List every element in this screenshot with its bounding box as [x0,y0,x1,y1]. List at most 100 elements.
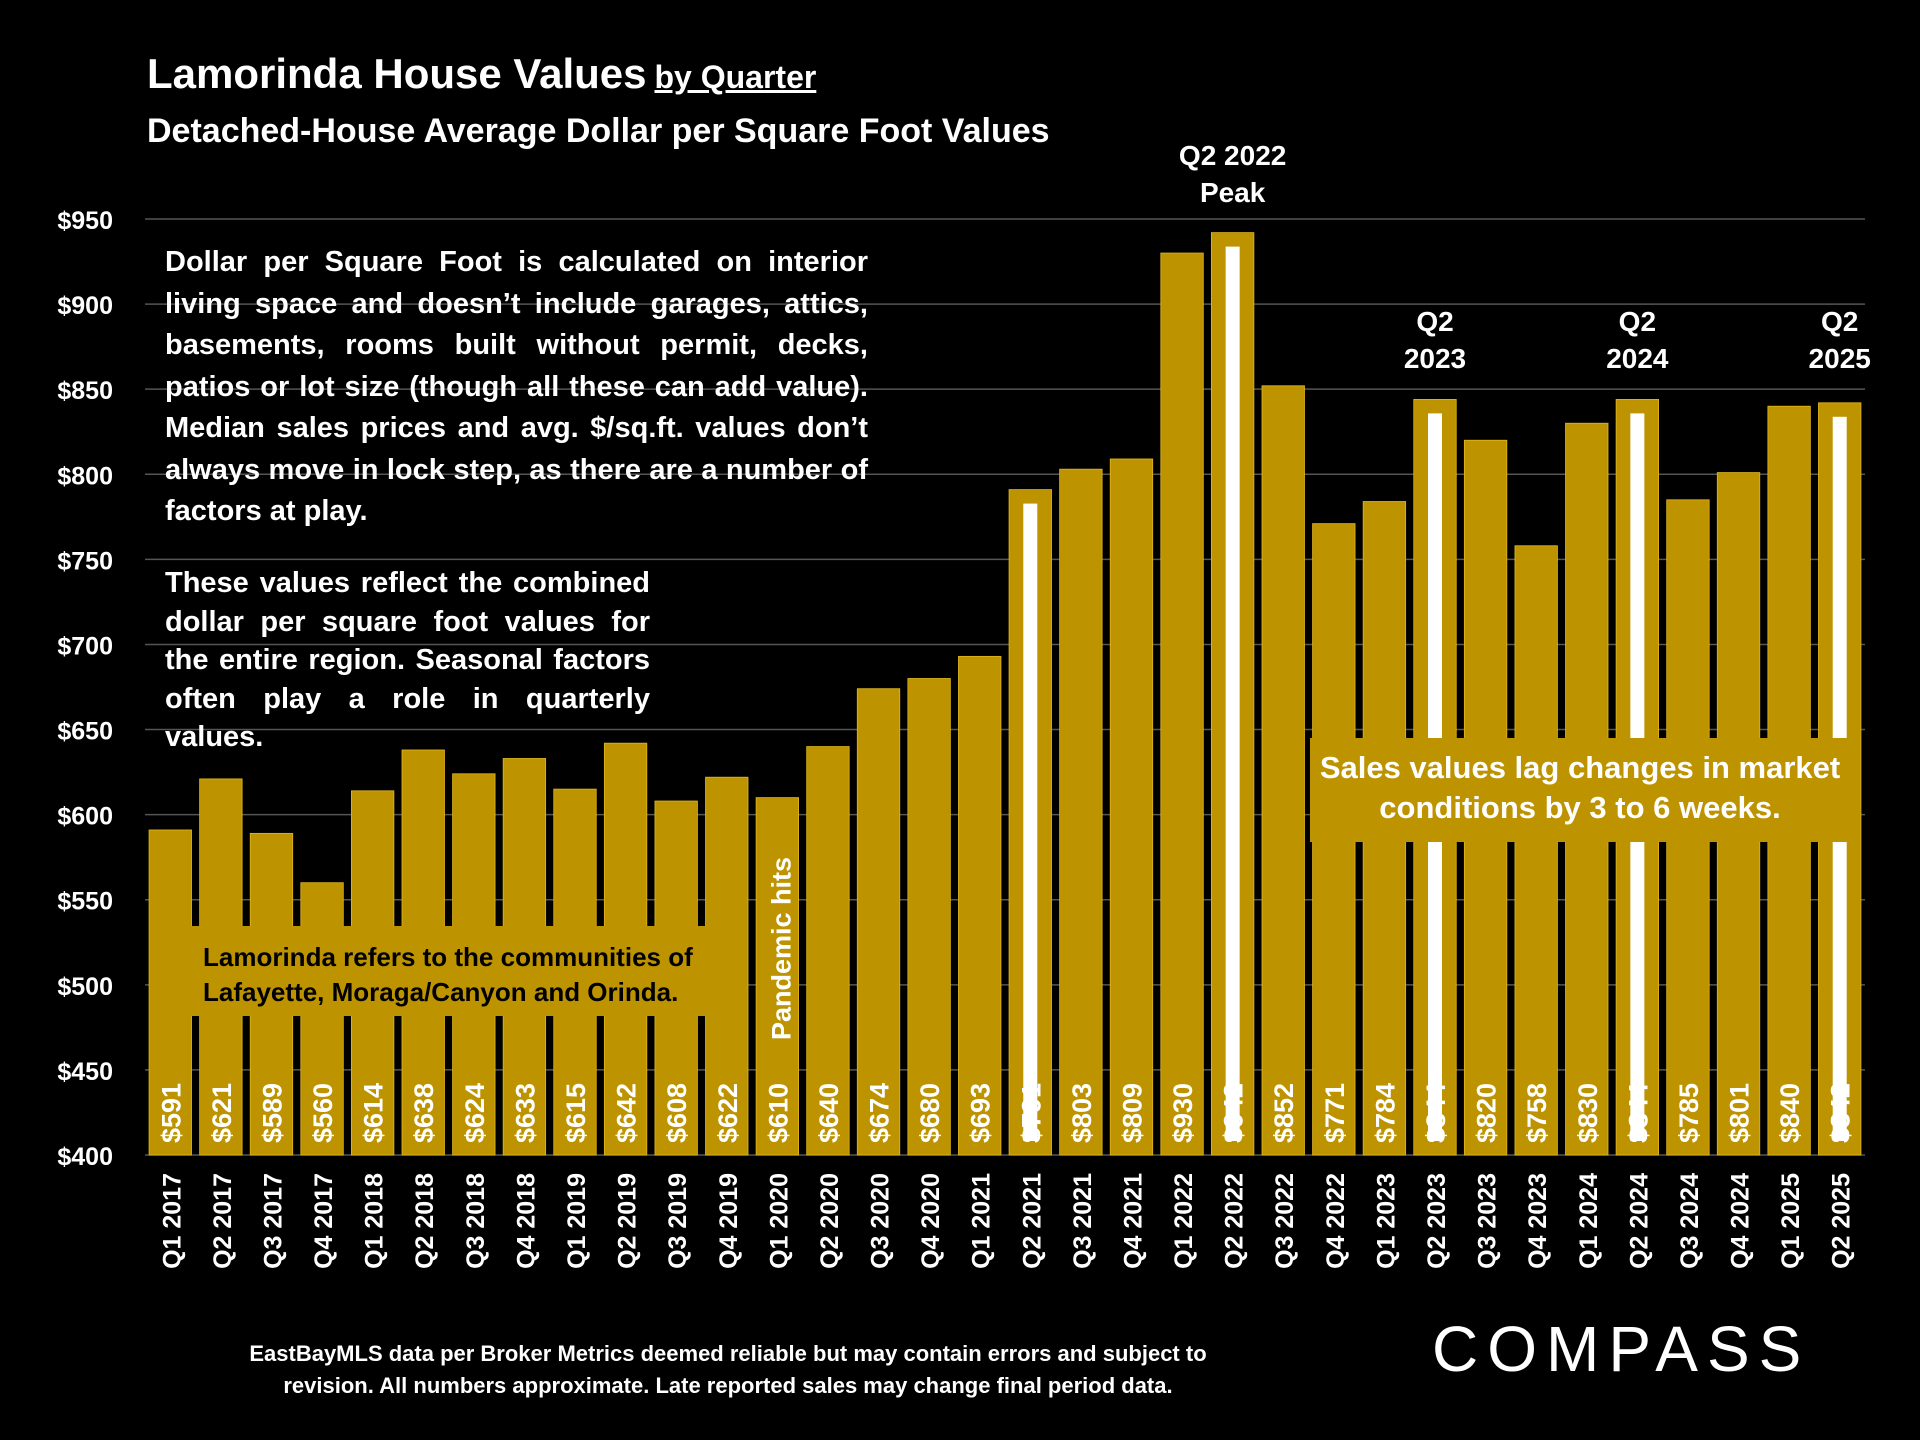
data-label: $844 [1623,1083,1653,1143]
y-tick-label: $850 [57,377,113,405]
y-tick-label: $950 [57,207,113,235]
x-tick-label: Q2 2018 [411,1173,439,1269]
chart-title: Lamorinda House Values by Quarter [147,50,816,98]
region-note: These values reflect the combined dollar… [165,567,650,753]
data-label: $771 [1320,1083,1350,1143]
x-tick-label: Q3 2017 [259,1173,287,1269]
x-tick-label: Q4 2024 [1727,1173,1755,1269]
data-label: $610 [763,1083,793,1143]
data-label: $633 [510,1083,540,1143]
y-tick-label: $450 [57,1058,113,1086]
data-label: $680 [915,1083,945,1143]
x-tick-label: Q2 2019 [614,1173,642,1269]
data-label: $758 [1522,1083,1552,1143]
x-tick-label: Q4 2021 [1119,1173,1147,1269]
x-tick-label: Q4 2023 [1524,1173,1552,1269]
communities-note-box [188,926,738,1016]
data-label: $791 [1016,1083,1046,1143]
x-tick-label: Q2 2020 [816,1173,844,1269]
x-tick-label: Q4 2022 [1322,1173,1350,1269]
y-tick-label: $550 [57,888,113,916]
data-label: $942 [1219,1083,1249,1143]
data-label: $852 [1269,1083,1299,1143]
x-tick-label: Q1 2020 [765,1173,793,1269]
footer-disclaimer: EastBayMLS data per Broker Metrics deeme… [249,1341,1207,1398]
data-label: $930 [1168,1083,1198,1143]
data-label: $785 [1674,1083,1704,1143]
data-label: $638 [409,1083,439,1143]
data-label: $622 [713,1083,743,1143]
pandemic-annotation: Pandemic hits [766,857,796,1040]
y-tick-label: $700 [57,632,113,660]
bar [856,688,901,1156]
x-tick-label: Q2 2022 [1221,1173,1249,1269]
communities-note: Lamorinda refers to the communities of L… [203,942,693,1007]
definition-note: Dollar per Square Foot is calculated on … [165,246,868,527]
x-tick-label: Q2 2021 [1018,1173,1046,1269]
data-label: $693 [966,1083,996,1143]
y-tick-label: $500 [57,973,113,1001]
bar [755,797,800,1156]
bar [1109,458,1154,1156]
bar [1514,545,1558,1156]
bar [1160,252,1204,1156]
y-tick-label: $400 [57,1143,113,1171]
bars [148,232,1862,1156]
peak-annotation: Q2 [1416,306,1453,337]
bar [1059,468,1103,1156]
data-label: $803 [1067,1083,1097,1143]
data-label: $624 [460,1083,490,1143]
x-tick-label: Q4 2019 [715,1173,743,1269]
y-tick-label: $800 [57,462,113,490]
x-tick-label: Q1 2023 [1372,1173,1400,1269]
compass-logo: COMPASS [1432,1313,1811,1385]
peak-annotation: 2023 [1404,343,1466,374]
x-tick-label: Q4 2017 [310,1173,338,1269]
data-label: $614 [359,1083,389,1143]
x-tick-label: Q1 2018 [361,1173,389,1269]
x-tick-label: Q2 2024 [1625,1173,1653,1269]
data-label: $640 [814,1083,844,1143]
data-label: $830 [1573,1083,1603,1143]
labels: $400 $450 $500 $550 $600 $650 $700 $750 $800 $850… [57,140,1870,1269]
x-tick-label: Q1 2024 [1575,1173,1603,1269]
data-label: $642 [612,1083,642,1143]
x-tick-label: Q3 2019 [664,1173,692,1269]
data-label: $842 [1826,1083,1856,1143]
peak-annotation: Q2 [1619,306,1656,337]
peak-annotation: Q2 2022 [1179,140,1286,171]
data-label: $674 [865,1083,895,1143]
data-label: $608 [662,1083,692,1143]
data-label: $591 [156,1083,186,1143]
highlight-marker [1023,503,1038,1141]
y-tick-label: $600 [57,803,113,831]
x-tick-label: Q3 2023 [1474,1173,1502,1269]
title-suffix: by Quarter [654,59,817,95]
data-label: $844 [1421,1083,1451,1143]
data-label: $621 [207,1083,237,1143]
x-tick-label: Q2 2017 [209,1173,237,1269]
x-tick-label: Q4 2020 [917,1173,945,1269]
data-label: $820 [1472,1083,1502,1143]
data-label: $615 [561,1083,591,1143]
x-tick-label: Q1 2021 [968,1173,996,1269]
data-label: $801 [1725,1083,1755,1143]
title-main: Lamorinda House Values [147,50,647,97]
bar [907,678,951,1156]
x-tick-label: Q1 2022 [1170,1173,1198,1269]
data-label: $589 [257,1083,287,1143]
x-tick-label: Q1 2017 [158,1173,186,1269]
x-tick-label: Q3 2022 [1271,1173,1299,1269]
bar [148,829,192,1156]
data-label: $809 [1117,1083,1147,1143]
data-label: $840 [1775,1083,1805,1143]
bar [1261,385,1305,1156]
x-tick-label: Q1 2019 [563,1173,591,1269]
data-label: $560 [308,1083,338,1143]
x-tick-label: Q3 2018 [462,1173,490,1269]
chart-subtitle: Detached-House Average Dollar per Square… [147,112,1050,150]
x-tick-label: Q3 2024 [1676,1173,1704,1269]
lag-note-box [1310,738,1855,842]
peak-annotation: Peak [1200,177,1266,208]
